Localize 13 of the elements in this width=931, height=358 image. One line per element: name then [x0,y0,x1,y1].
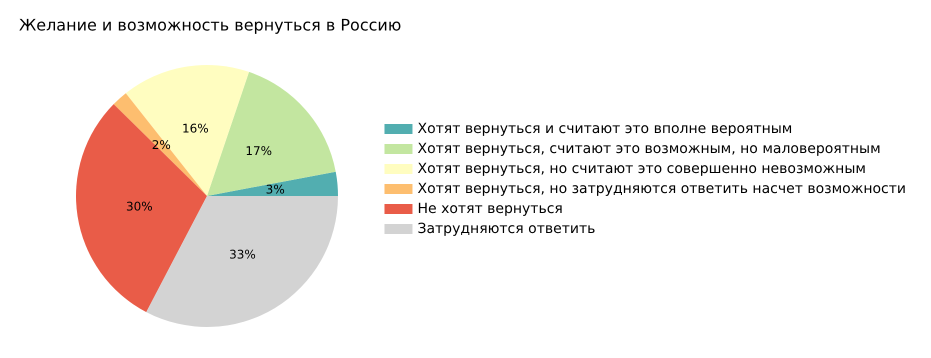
chart-title: Желание и возможность вернуться в Россию [19,16,402,34]
legend-label: Не хотят вернуться [417,201,563,217]
legend-label: Хотят вернуться, считают это возможным, но маловероятным [417,141,881,157]
legend-label: Хотят вернуться, но считают это совершенно невозможным [417,161,866,177]
data-label: 17% [245,144,272,158]
legend-label: Хотят вернуться, но затрудняются ответить насчет возможности [417,181,906,197]
data-label: 33% [229,248,256,262]
data-label: 2% [152,138,171,152]
data-label: 16% [182,122,209,136]
data-label: 30% [126,200,153,214]
data-label: 3% [266,182,285,197]
legend-label: Затрудняются ответить [417,221,596,237]
legend-label: Хотят вернуться и считают это вполне вероятным [417,121,792,137]
